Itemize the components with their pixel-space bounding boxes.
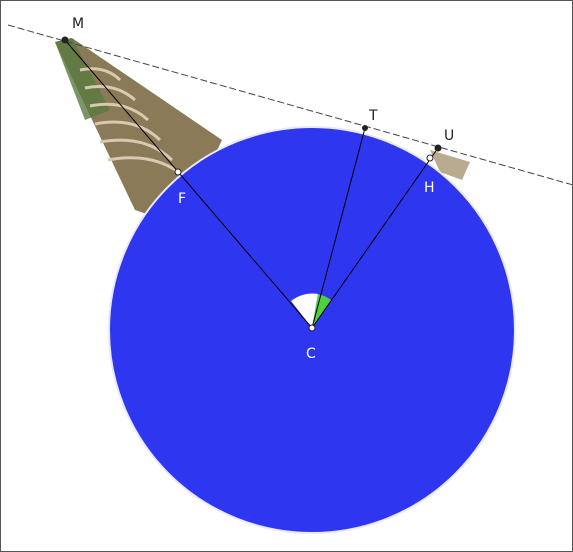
segment-cm	[64, 39, 313, 329]
segment-cu	[311, 147, 439, 329]
point	[308, 324, 316, 332]
point	[434, 144, 442, 152]
point-label: H	[424, 180, 435, 196]
tower-top	[55, 38, 110, 120]
point	[426, 154, 434, 162]
point	[61, 36, 69, 44]
angle-wedge-small	[312, 294, 331, 328]
tower-small	[430, 150, 470, 180]
point-label: C	[306, 346, 316, 362]
point-label: U	[444, 128, 454, 144]
segment-ct	[311, 127, 366, 329]
point-label: T	[368, 108, 378, 124]
point	[174, 168, 182, 176]
angle-wedge	[291, 293, 318, 328]
point-label: F	[178, 191, 186, 207]
point-label: M	[72, 16, 84, 32]
point	[362, 125, 368, 131]
tangent-line	[7, 24, 573, 186]
